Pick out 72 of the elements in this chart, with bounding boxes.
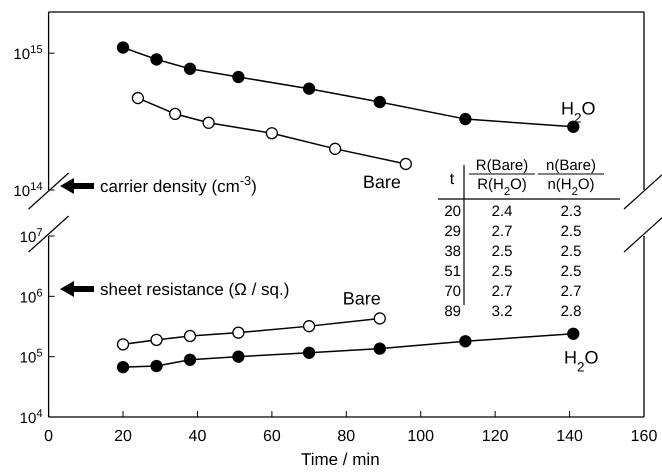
point — [232, 350, 245, 363]
text: 2.3 — [560, 203, 582, 220]
point — [567, 328, 580, 340]
x-tick-label: 20 — [114, 428, 132, 445]
y-tick-label: 10$^{6}$ — [20, 287, 43, 306]
point — [202, 116, 215, 129]
point — [302, 346, 316, 359]
y-tick-label: 10$^{4}$ — [20, 408, 43, 427]
point — [266, 127, 278, 140]
x-tick-label: 0 — [44, 428, 54, 445]
point — [150, 53, 163, 66]
point — [116, 338, 130, 350]
annotation: 2.5 — [492, 243, 512, 260]
point — [116, 361, 130, 374]
point — [184, 330, 196, 342]
x-tick-label: 120 — [482, 428, 509, 445]
y-axis-title: sheet resistance (Ω / sq.) — [100, 280, 290, 299]
y-tick-label: 10$^{7}$ — [20, 227, 43, 246]
annotation: 2.5 — [492, 263, 512, 280]
annotation: 2.7 — [492, 283, 512, 300]
point — [232, 70, 245, 84]
point — [459, 112, 472, 126]
annotation: 2.8 — [560, 303, 582, 320]
point — [232, 326, 245, 339]
annotation: 2.7 — [560, 283, 582, 300]
point — [302, 82, 316, 95]
point — [459, 335, 472, 348]
series-label: Bare — [362, 172, 401, 192]
point — [374, 312, 386, 325]
annotation: 38 — [444, 243, 461, 260]
point — [374, 96, 386, 108]
annotation: t — [450, 171, 455, 188]
annotation: 2.5 — [560, 223, 582, 240]
annotation: 3.2 — [492, 303, 512, 320]
point — [150, 334, 163, 346]
point — [567, 120, 580, 133]
x-tick-label: 160 — [630, 428, 658, 445]
point — [132, 92, 144, 104]
annotation: 70 — [444, 283, 461, 300]
y-axis-title: carrier density (cm$^{-3}$) — [100, 172, 257, 196]
x-tick-label: 140 — [556, 428, 584, 445]
annotation: 2.7 — [492, 223, 512, 240]
annotation: 51 — [444, 263, 461, 280]
point — [184, 62, 196, 75]
annotation: R(H$_{2}$O) — [477, 176, 527, 198]
x-tick-label: 60 — [262, 428, 281, 445]
annotation: n(Bare) — [546, 157, 596, 174]
series-label: Bare — [342, 288, 381, 308]
point — [302, 320, 316, 332]
annotation: 2.5 — [560, 243, 582, 260]
y-tick-label: 10$^{15}$ — [13, 44, 43, 64]
x-axis-title: Time / min — [300, 450, 380, 469]
x-tick-label: 40 — [188, 428, 206, 445]
y-tick-label: 10$^{5}$ — [20, 348, 43, 367]
point — [328, 142, 342, 155]
x-tick-label: 80 — [337, 428, 356, 445]
text: 20 — [444, 203, 461, 220]
text: 2.4 — [492, 203, 512, 220]
point — [116, 41, 130, 54]
annotation: 29 — [444, 223, 461, 240]
point — [150, 360, 163, 372]
x-tick-label: 100 — [407, 428, 434, 445]
y-tick-label: 10$^{14}$ — [13, 181, 43, 200]
annotation: 2.5 — [560, 263, 582, 280]
annotation: R(Bare) — [476, 157, 528, 174]
annotation: n(H$_{2}$O) — [547, 176, 595, 198]
point — [400, 158, 412, 170]
point — [374, 342, 386, 355]
series-label: H$_{2}$O — [564, 348, 599, 374]
point — [168, 108, 182, 120]
annotation: 89 — [444, 303, 461, 320]
point — [184, 354, 196, 366]
